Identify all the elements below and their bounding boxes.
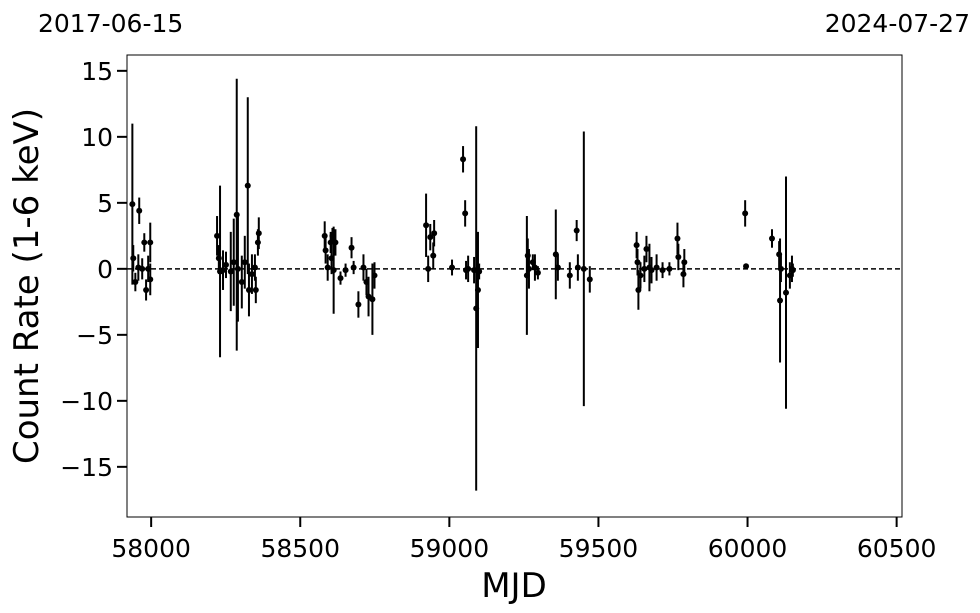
x-tick-label: 59000: [410, 534, 490, 563]
data-point: [681, 259, 688, 266]
x-tick-label: 60500: [857, 534, 937, 563]
x-tick-label: 58500: [260, 534, 340, 563]
data-point: [634, 259, 641, 266]
data-point: [255, 230, 262, 237]
data-point: [322, 247, 329, 254]
data-point: [462, 210, 469, 217]
data-point: [342, 267, 349, 274]
data-point: [574, 264, 581, 271]
x-axis-label: MJD: [481, 566, 547, 606]
data-point: [234, 265, 241, 272]
data-point: [141, 239, 148, 246]
data-point: [214, 232, 221, 239]
data-point: [238, 279, 245, 286]
data-point: [360, 264, 367, 271]
data-point: [474, 286, 481, 293]
data-point: [742, 210, 749, 217]
x-tick-label: 59500: [559, 534, 639, 563]
x-tick-label: 58000: [111, 534, 191, 563]
data-point: [350, 264, 357, 271]
data-point: [371, 272, 378, 279]
data-point: [363, 279, 370, 286]
data-point: [330, 267, 337, 274]
data-point: [777, 297, 784, 304]
data-point: [139, 265, 146, 272]
data-point: [789, 267, 796, 274]
end-date: 2024-07-27: [825, 9, 970, 38]
data-point: [476, 268, 483, 275]
data-point: [566, 272, 573, 279]
data-point: [332, 239, 339, 246]
data-point: [132, 279, 139, 286]
data-point: [244, 182, 251, 189]
data-point: [427, 234, 434, 241]
start-date: 2017-06-15: [38, 9, 183, 38]
data-point: [643, 246, 650, 253]
data-point: [143, 286, 150, 293]
data-point: [675, 253, 682, 260]
data-point: [251, 264, 258, 271]
data-point: [633, 242, 640, 249]
data-point: [653, 264, 660, 271]
data-point: [525, 265, 532, 272]
data-point: [580, 265, 587, 272]
data-point: [136, 207, 143, 214]
y-tick-label: 15: [81, 57, 113, 86]
data-point: [230, 259, 237, 266]
data-point: [337, 275, 344, 282]
data-point: [586, 276, 593, 283]
data-point: [129, 201, 136, 208]
data-point: [783, 289, 790, 296]
data-point: [648, 267, 655, 274]
data-point: [449, 264, 456, 271]
data-point: [147, 239, 154, 246]
data-point: [348, 244, 355, 251]
data-point: [430, 252, 437, 259]
data-point: [743, 263, 750, 270]
data-point: [241, 259, 248, 266]
data-point: [130, 255, 137, 262]
data-point: [324, 264, 331, 271]
data-point: [431, 230, 438, 237]
x-tick-label: 60000: [708, 534, 788, 563]
data-point: [554, 264, 561, 271]
data-point: [369, 296, 376, 303]
data-point: [777, 265, 784, 272]
data-point: [220, 267, 227, 274]
data-point: [245, 286, 252, 293]
data-point: [465, 265, 472, 272]
data-point: [460, 156, 467, 163]
data-point: [248, 271, 255, 278]
data-point: [637, 272, 644, 279]
data-point: [534, 269, 541, 276]
data-point: [147, 276, 154, 283]
y-tick-label: 0: [97, 255, 113, 284]
data-point: [252, 286, 259, 293]
data-point: [666, 265, 673, 272]
data-point: [531, 264, 538, 271]
y-tick-label: −10: [60, 387, 113, 416]
data-point: [222, 261, 229, 268]
y-tick-label: −15: [60, 453, 113, 482]
y-tick-label: 10: [81, 123, 113, 152]
data-point: [573, 227, 580, 234]
data-point: [423, 222, 430, 229]
data-point: [227, 268, 234, 275]
y-tick-label: −5: [76, 321, 113, 350]
data-point: [425, 265, 432, 272]
data-point: [641, 265, 648, 272]
plot-frame: [126, 54, 903, 518]
data-point: [355, 301, 362, 308]
data-point: [659, 267, 666, 274]
data-point: [768, 235, 775, 242]
data-point: [674, 235, 681, 242]
y-tick-label: 5: [97, 189, 113, 218]
y-axis-label: Count Rate (1-6 keV): [7, 108, 47, 464]
